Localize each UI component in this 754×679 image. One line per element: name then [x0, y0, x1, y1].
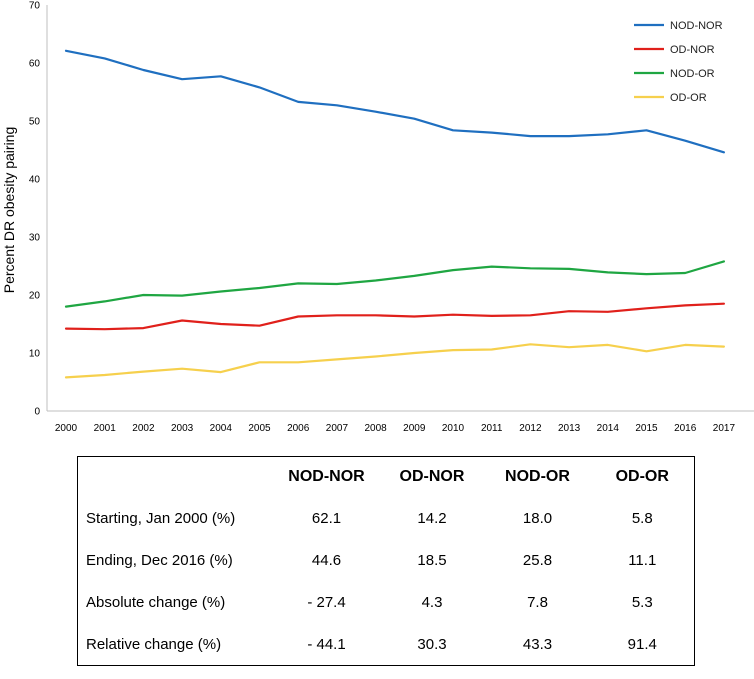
- table-cell: 18.5: [417, 551, 447, 569]
- row-label: Absolute change (%): [86, 593, 226, 611]
- y-tick-label: 70: [29, 1, 41, 12]
- table-cell: 11.1: [628, 551, 657, 569]
- y-tick-label: 60: [29, 59, 41, 70]
- chart-axes: 0 10 20 30 40 50 60 70 2000 2001 2002 2003 2004 2005 2…: [29, 1, 754, 434]
- x-tick-label: 2017: [713, 423, 736, 434]
- x-tick-label: 2016: [674, 423, 697, 434]
- line-chart: 0 10 20 30 40 50 60 70 2000 2001 2002 2003 2004 2005 2…: [1, 1, 754, 434]
- legend-label: OD-NOR: [670, 44, 715, 56]
- table-cell: 91.4: [627, 635, 657, 653]
- x-tick-label: 2015: [635, 423, 658, 434]
- table-cell: 43.3: [522, 635, 553, 653]
- x-tick-label: 2008: [364, 423, 387, 434]
- table-cell: 44.6: [311, 551, 342, 569]
- legend-label: OD-OR: [670, 92, 707, 104]
- row-label: Relative change (%): [86, 635, 222, 653]
- x-tick-label: 2005: [248, 423, 271, 434]
- x-tick-label: 2014: [597, 423, 620, 434]
- y-tick-label: 30: [29, 233, 41, 244]
- x-tick-label: 2006: [287, 423, 310, 434]
- table-cell: 5.3: [631, 593, 653, 611]
- series-line-nod-nor: [64, 49, 726, 154]
- x-tick-label: 2003: [171, 423, 194, 434]
- row-label: Ending, Dec 2016 (%): [86, 551, 233, 569]
- table-row: Ending, Dec 2016 (%) 44.6 18.5 25.8 11.1: [78, 539, 695, 581]
- chart-legend: NOD-NOR OD-NOR NOD-OR OD-OR: [634, 20, 723, 104]
- y-tick-label: 0: [34, 407, 40, 418]
- table-header-row: NOD-NOR OD-NOR NOD-OR OD-OR: [78, 457, 695, 498]
- table-cell: 18.0: [522, 509, 553, 527]
- table-cell: 62.1: [311, 509, 342, 527]
- table-corner-cell: [78, 457, 274, 498]
- x-tick-label: 2010: [442, 423, 465, 434]
- summary-table: NOD-NOR OD-NOR NOD-OR OD-OR Starting, Ja…: [77, 456, 695, 666]
- y-tick-label: 20: [29, 291, 41, 302]
- table-cell: 5.8: [631, 509, 653, 527]
- x-tick-label: 2004: [210, 423, 233, 434]
- x-tick-label: 2000: [55, 423, 78, 434]
- table-cell: 4.3: [421, 593, 443, 611]
- table-cell: 14.2: [417, 509, 447, 527]
- x-tick-label: 2012: [519, 423, 542, 434]
- row-label: Starting, Jan 2000 (%): [86, 509, 236, 527]
- y-tick-label: 10: [29, 349, 41, 360]
- x-tick-label: 2009: [403, 423, 426, 434]
- series-line-od-or: [64, 343, 726, 379]
- y-axis-title: Percent DR obesity pairing: [1, 127, 17, 294]
- column-header: OD-OR: [615, 468, 669, 485]
- column-header: NOD-OR: [505, 468, 570, 485]
- column-header: NOD-NOR: [288, 468, 365, 485]
- table-cell: 7.8: [527, 593, 548, 611]
- table-row: Absolute change (%) - 27.4 4.3 7.8 5.3: [78, 581, 695, 623]
- y-tick-label: 50: [29, 117, 41, 128]
- table-cell: 30.3: [417, 635, 447, 653]
- y-tick-label: 40: [29, 175, 41, 186]
- series-line-nod-or: [64, 260, 726, 308]
- table-cell: 25.8: [522, 551, 553, 569]
- table-cell: - 27.4: [307, 593, 346, 611]
- x-tick-label: 2013: [558, 423, 581, 434]
- table-row: Relative change (%) - 44.1 30.3 43.3 91.…: [78, 623, 695, 666]
- legend-label: NOD-OR: [670, 68, 715, 80]
- x-tick-label: 2001: [94, 423, 117, 434]
- x-tick-label: 2011: [481, 423, 503, 434]
- column-header: OD-NOR: [399, 468, 465, 485]
- chart-series: [64, 49, 726, 379]
- table-cell: - 44.1: [307, 635, 346, 653]
- table-row: Starting, Jan 2000 (%) 62.1 14.2 18.0 5.…: [78, 497, 695, 539]
- series-line-od-nor: [64, 302, 726, 331]
- x-tick-label: 2007: [326, 423, 349, 434]
- x-tick-label: 2002: [132, 423, 155, 434]
- legend-label: NOD-NOR: [670, 20, 723, 32]
